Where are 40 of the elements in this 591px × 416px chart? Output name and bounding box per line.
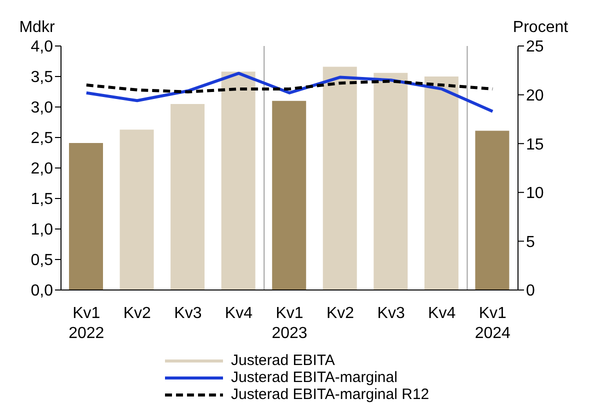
x-tick-label: Kv4 — [224, 305, 253, 322]
x-tick-label: Kv2 — [326, 305, 354, 322]
y2-axis-title: Procent — [512, 19, 569, 36]
bar — [221, 72, 256, 290]
y-tick-label: 0,0 — [30, 282, 54, 300]
x-tick-label: Kv1 2023 — [272, 305, 308, 342]
x-tick-label: Kv4 — [428, 305, 456, 322]
bar — [120, 130, 154, 290]
y2-tick-label: 20 — [526, 87, 544, 104]
x-tick-label: Kv3 — [174, 305, 202, 322]
bar — [424, 76, 458, 290]
x-tick-label: Kv1 2024 — [474, 305, 511, 342]
y-tick-label: 3,5 — [30, 69, 54, 86]
bar — [272, 100, 306, 290]
x-tick-label: Kv1 2022 — [68, 305, 104, 342]
bar — [69, 142, 103, 290]
y2-tick-label: 25 — [526, 38, 544, 56]
bar — [374, 72, 408, 290]
legend-label: Justerad EBITA-marginal — [231, 369, 398, 386]
bar — [322, 66, 357, 290]
y-tick-label: 2,5 — [30, 130, 54, 148]
y-axis-title: Mdkr — [19, 19, 56, 36]
y2-tick-label: 5 — [526, 234, 535, 251]
line-series — [84, 80, 494, 94]
legend-label: Justerad EBITA-marginal R12 — [231, 386, 430, 403]
y2-tick-label: 10 — [526, 185, 544, 202]
y-tick-label: 3,0 — [30, 100, 54, 117]
x-tick-label: Kv2 — [123, 305, 152, 322]
bar — [475, 130, 510, 290]
y-tick-label: 0,5 — [30, 252, 54, 270]
y-tick-label: 2,0 — [30, 160, 54, 178]
x-tick-label: Kv3 — [377, 305, 405, 322]
y-tick-label: 4,0 — [30, 38, 54, 56]
y-tick-label: 1,0 — [30, 222, 54, 239]
legend-label: Justerad EBITA — [231, 352, 335, 369]
y2-tick-label: 0 — [526, 282, 535, 300]
bar — [170, 104, 205, 290]
line-series — [84, 72, 494, 113]
y2-tick-label: 15 — [526, 136, 544, 154]
y-tick-label: 1,5 — [30, 191, 54, 208]
